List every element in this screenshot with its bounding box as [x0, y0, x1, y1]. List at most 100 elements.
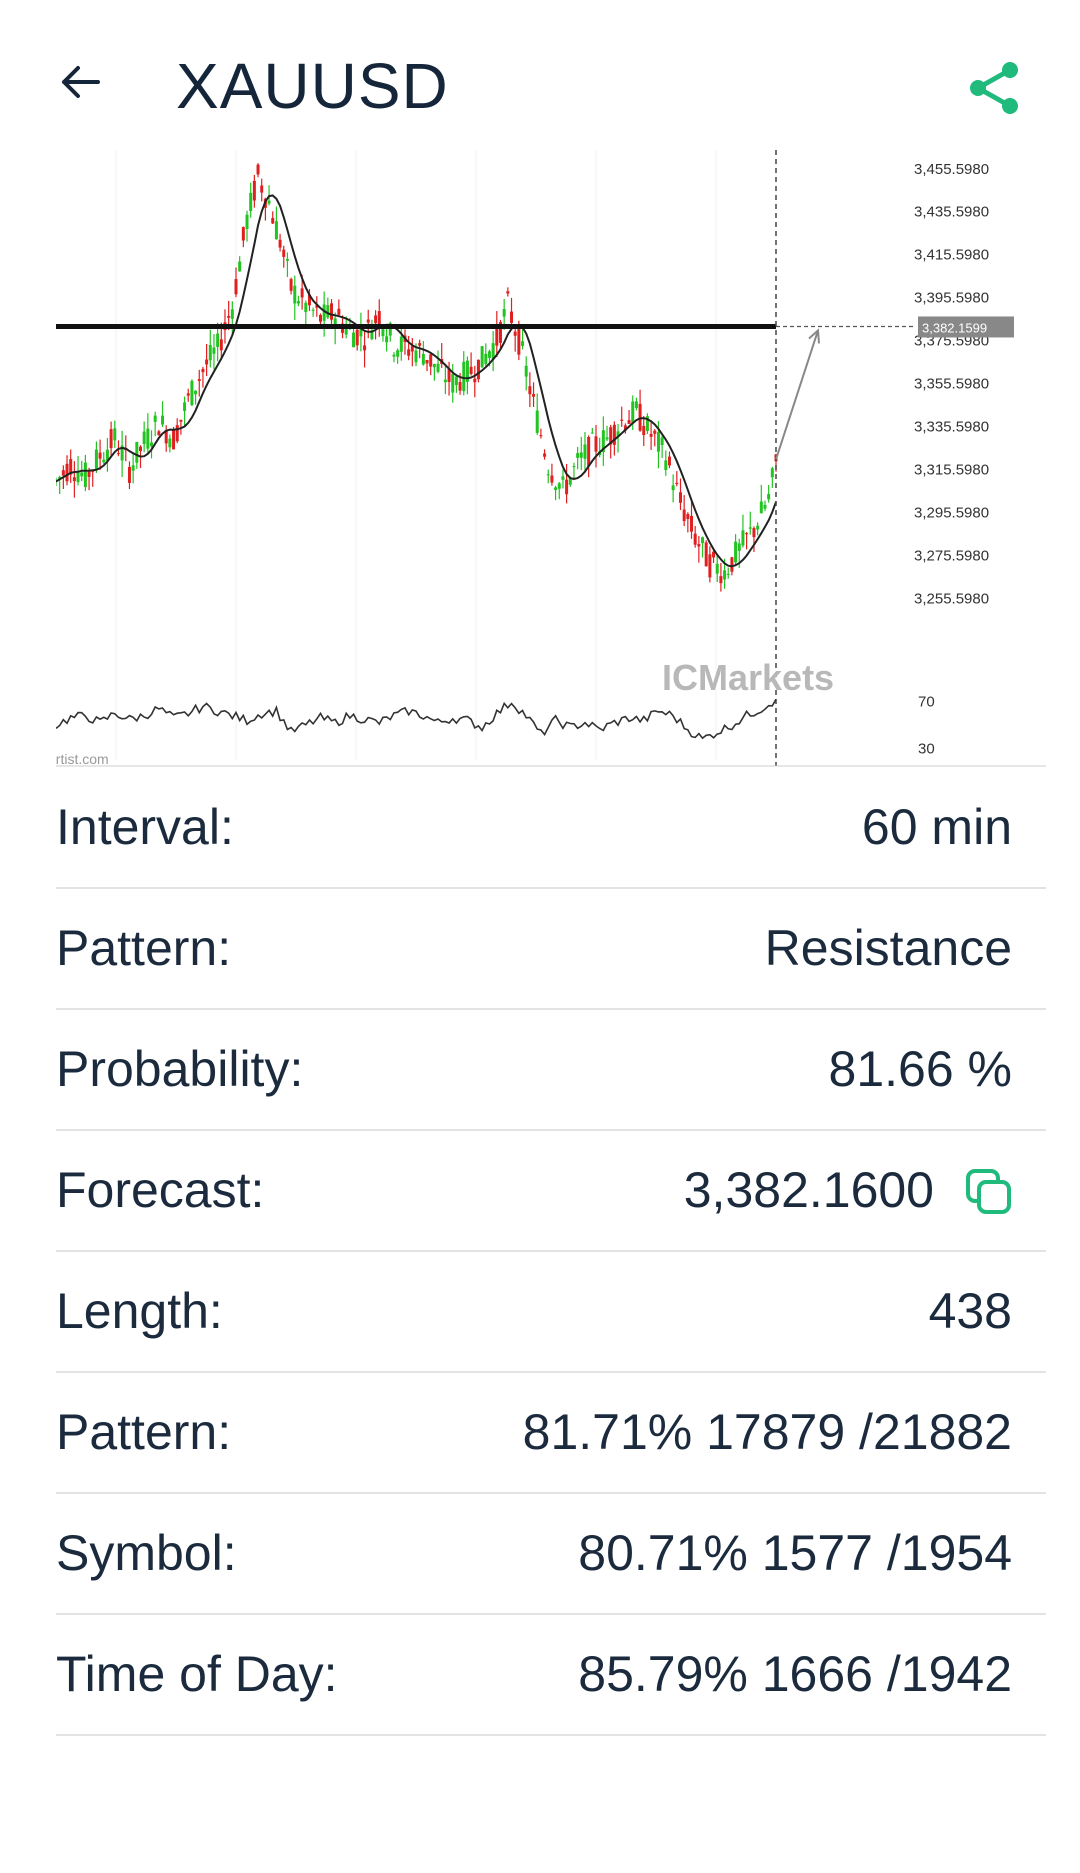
candle-body [267, 200, 271, 204]
candle-body [179, 419, 183, 422]
candle-body [627, 420, 631, 424]
detail-row: Pattern: 81.71% 17879 /21882 [56, 1373, 1046, 1494]
detail-label: Symbol: [56, 1525, 237, 1581]
candle-body [734, 541, 738, 563]
candle-body [623, 425, 627, 431]
candle-body [381, 329, 385, 337]
price-tick-label: 3,395.5980 [914, 290, 989, 307]
candle-body [315, 305, 319, 308]
candle-body [142, 431, 146, 445]
candle-body [502, 309, 506, 317]
candle-body [366, 319, 370, 323]
detail-value: 85.79% 1666 /1942 [578, 1646, 1012, 1702]
candle-body [605, 437, 609, 440]
price-tick-label: 3,255.5980 [914, 590, 989, 607]
oscillator-axis: 70 30 [918, 694, 935, 758]
candle-body [212, 347, 216, 354]
candle-body [543, 453, 547, 457]
candle-body [330, 303, 334, 320]
candle-body [469, 366, 473, 374]
watermark: ICMarkets [662, 657, 834, 698]
candle-body [568, 477, 572, 485]
candle-body [535, 410, 539, 433]
candle-body [98, 452, 102, 459]
candle-body [157, 431, 161, 436]
oscillator-line [55, 698, 777, 740]
chart-canvas: 3,455.5980 3,435.5980 3,415.5980 3,395.5980… [48, 150, 1046, 767]
detail-value: Resistance [764, 920, 1012, 976]
detail-value: 60 min [861, 799, 1012, 855]
share-icon[interactable] [964, 58, 1024, 118]
detail-row: Interval: 60 min [56, 768, 1046, 889]
candle-body [396, 350, 400, 357]
candle-body [682, 509, 686, 522]
candle-body [274, 221, 278, 240]
details-list: Interval: 60 min Pattern: Resistance Probabi… [56, 768, 1046, 1736]
candle-body [414, 350, 418, 363]
candle-body [653, 430, 657, 434]
detail-value: 438 [928, 1283, 1012, 1339]
candle-body [80, 472, 84, 477]
candle-body [678, 492, 682, 503]
candle-body [546, 474, 550, 476]
detail-label: Pattern: [56, 1404, 232, 1460]
price-tick-label: 3,275.5980 [914, 547, 989, 564]
candle-body [113, 428, 117, 441]
candle-body [69, 459, 73, 475]
detail-value: 3,382.1600 [683, 1162, 934, 1218]
candle-body [252, 180, 256, 201]
detail-row: Length: 438 [56, 1252, 1046, 1373]
candle-body [667, 456, 671, 466]
candle-body [230, 309, 234, 319]
candle-body [307, 294, 311, 306]
detail-row: Symbol: 80.71% 1577 /1954 [56, 1494, 1046, 1615]
candle-body [318, 314, 322, 322]
candle-body [701, 537, 705, 544]
candle-body [153, 415, 157, 422]
candle-body [311, 309, 315, 311]
candle-body [436, 363, 440, 372]
candle-body [583, 444, 587, 459]
candle-body [690, 515, 694, 532]
candle-body [521, 341, 525, 346]
candle-body [752, 528, 756, 538]
candle-body [164, 430, 168, 444]
candle-body [524, 365, 528, 377]
chart-grid [115, 150, 717, 760]
candle-body [480, 346, 484, 368]
candle-body [473, 378, 477, 383]
detail-value: 81.71% 17879 /21882 [522, 1404, 1012, 1460]
detail-label: Pattern: [56, 920, 232, 976]
candle-body [58, 476, 62, 479]
candle-body [576, 453, 580, 458]
detail-label: Interval: [56, 799, 234, 855]
detail-label: Forecast: [56, 1162, 265, 1218]
candle-body [138, 446, 142, 452]
candle-body [561, 476, 565, 480]
arrow-left-icon[interactable] [58, 60, 102, 104]
candle-body [484, 353, 488, 365]
candle-body [300, 288, 304, 298]
price-chart: 3,455.5980 3,435.5980 3,415.5980 3,395.5980… [48, 150, 1046, 768]
candle-body [245, 214, 249, 229]
candle-body [399, 336, 403, 352]
copy-icon[interactable] [966, 1169, 1012, 1215]
candle-body [767, 493, 771, 500]
moving-average-line [55, 194, 777, 568]
candle-body [83, 462, 87, 488]
price-tick-label: 3,415.5980 [914, 247, 989, 264]
candle-body [197, 379, 201, 381]
candle-body [425, 359, 429, 364]
candle-body [385, 336, 389, 343]
forecast-arrow-head [808, 328, 820, 344]
candle-body [278, 239, 282, 248]
candle-body [61, 470, 65, 476]
candle-body [432, 363, 436, 368]
candle-body [116, 453, 120, 455]
candle-body [704, 542, 708, 567]
candle-body [513, 331, 517, 336]
candle-body [554, 487, 558, 491]
candle-body [175, 425, 179, 442]
candle-body [407, 349, 411, 356]
candle-body [131, 465, 135, 471]
